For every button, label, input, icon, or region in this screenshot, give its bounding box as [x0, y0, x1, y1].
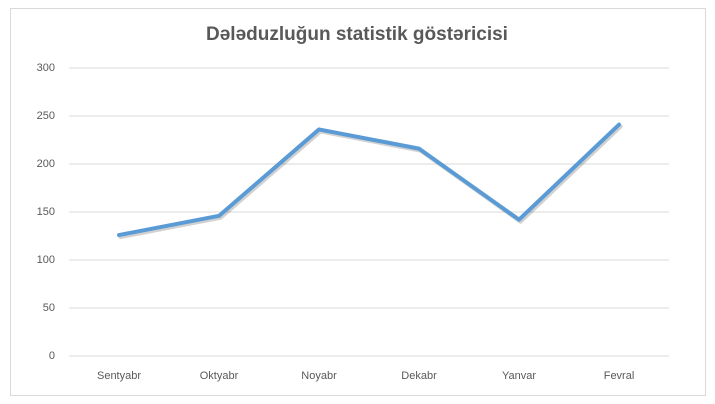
y-tick-label: 150 — [37, 206, 55, 218]
y-tick-label: 100 — [37, 254, 55, 266]
chart-frame — [10, 8, 706, 396]
y-tick-label: 300 — [37, 62, 55, 74]
x-tick-label: Yanvar — [502, 370, 536, 382]
chart-title: Dələduzluğun statistik göstəricisi — [206, 24, 508, 45]
y-tick-label: 200 — [37, 158, 55, 170]
x-tick-label: Oktyabr — [200, 370, 239, 382]
x-tick-label: Fevral — [604, 370, 635, 382]
x-tick-label: Noyabr — [301, 370, 337, 382]
y-tick-label: 0 — [49, 350, 55, 362]
y-tick-label: 250 — [37, 110, 55, 122]
y-tick-label: 50 — [43, 302, 55, 314]
data-line — [117, 122, 621, 238]
x-tick-label: Sentyabr — [97, 370, 141, 382]
x-tick-label: Dekabr — [401, 370, 437, 382]
